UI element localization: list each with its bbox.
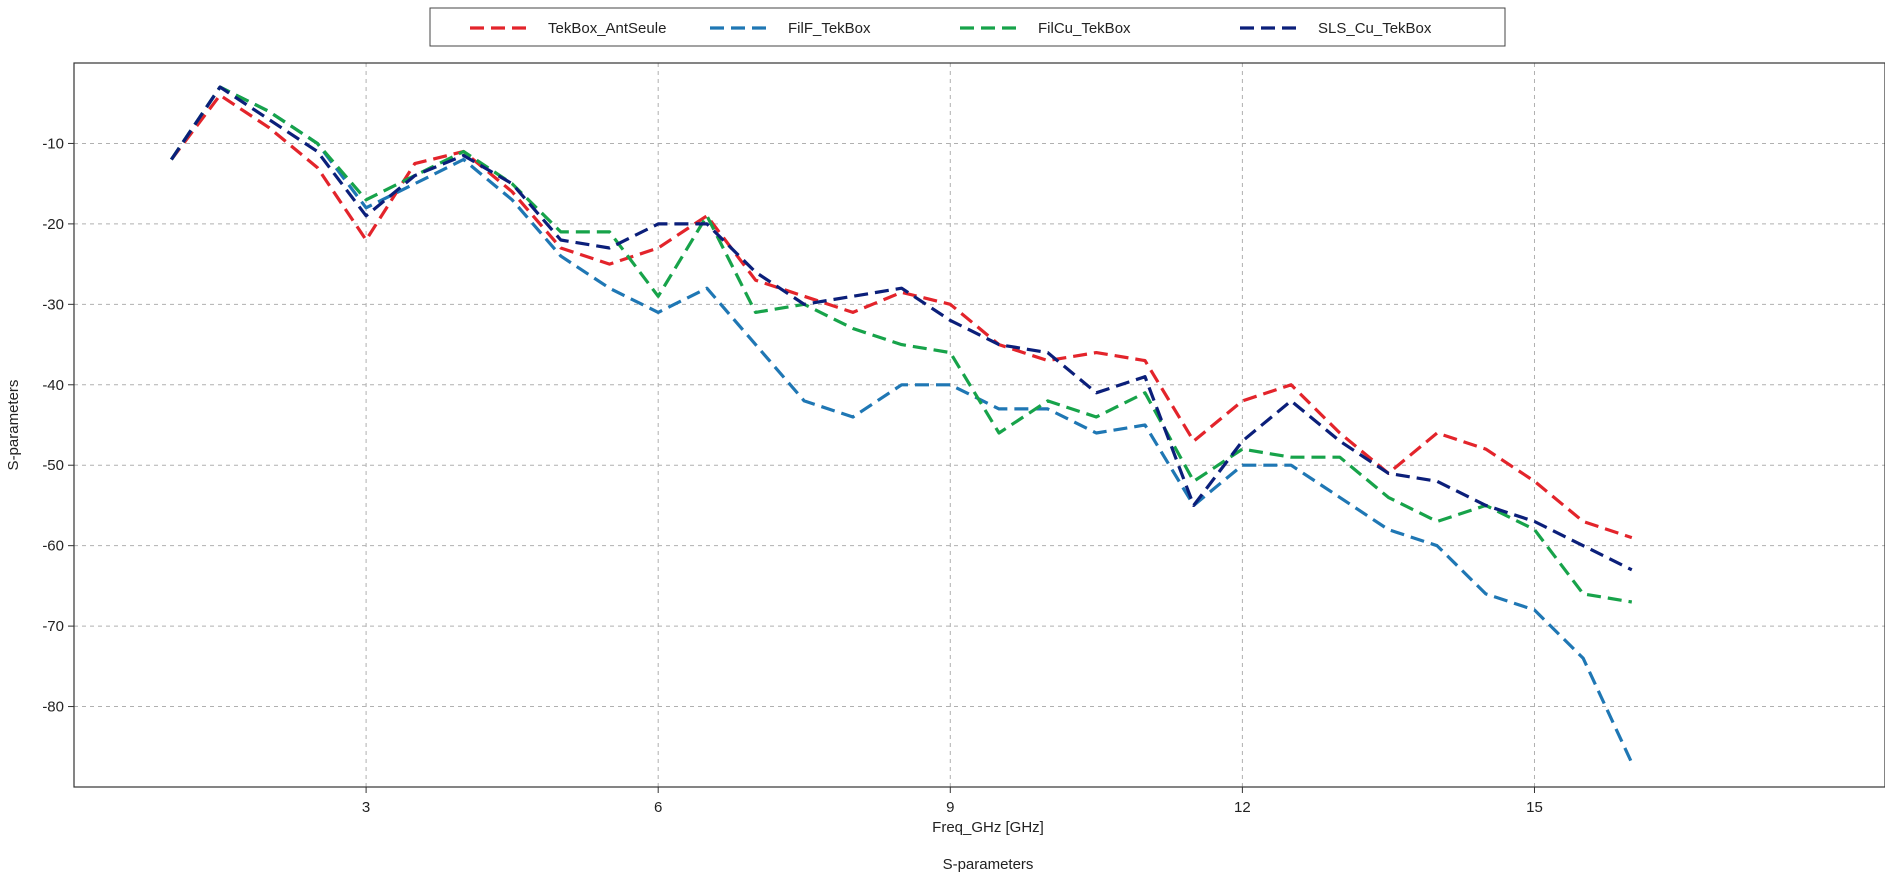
y-tick-label: -10	[42, 135, 64, 152]
x-tick-label: 6	[654, 799, 662, 816]
y-tick-label: -70	[42, 618, 64, 635]
y-axis-label: S-parameters	[5, 380, 22, 471]
x-tick-label: 15	[1526, 799, 1543, 816]
y-tick-label: -80	[42, 699, 64, 716]
series-line-1	[170, 93, 1633, 540]
x-axis-ticks: 3 6 9 12 15	[362, 787, 1543, 816]
x-tick-label: 3	[362, 799, 370, 816]
y-axis-ticks: -10 -20 -30 -40 -50 -60 -70 -80	[42, 135, 74, 716]
legend-label: SLS_Cu_TekBox	[1318, 20, 1432, 37]
y-tick-label: -30	[42, 296, 64, 313]
plot-area	[73, 62, 1885, 788]
x-tick-label: 12	[1234, 799, 1251, 816]
series-line-2	[170, 85, 1634, 764]
y-tick-label: -50	[42, 457, 64, 474]
legend-label: TekBox_AntSeule	[548, 20, 666, 37]
legend-items: TekBox_AntSeule FilF_TekBox FilCu_TekBox SL…	[470, 20, 1432, 37]
x-axis-label: Freq_GHz [GHz]	[932, 819, 1044, 836]
y-tick-label: -60	[42, 538, 64, 555]
y-tick-label: -20	[42, 216, 64, 233]
legend-label: FilCu_TekBox	[1038, 20, 1131, 37]
legend-label: FilF_TekBox	[788, 20, 871, 37]
x-tick-label: 9	[946, 799, 954, 816]
series-line-4	[170, 85, 1633, 572]
series-line-3	[170, 85, 1633, 604]
series-lines	[170, 85, 1634, 764]
grid	[74, 63, 1885, 787]
y-tick-label: -40	[42, 377, 64, 394]
chart-title: S-parameters	[943, 856, 1034, 873]
